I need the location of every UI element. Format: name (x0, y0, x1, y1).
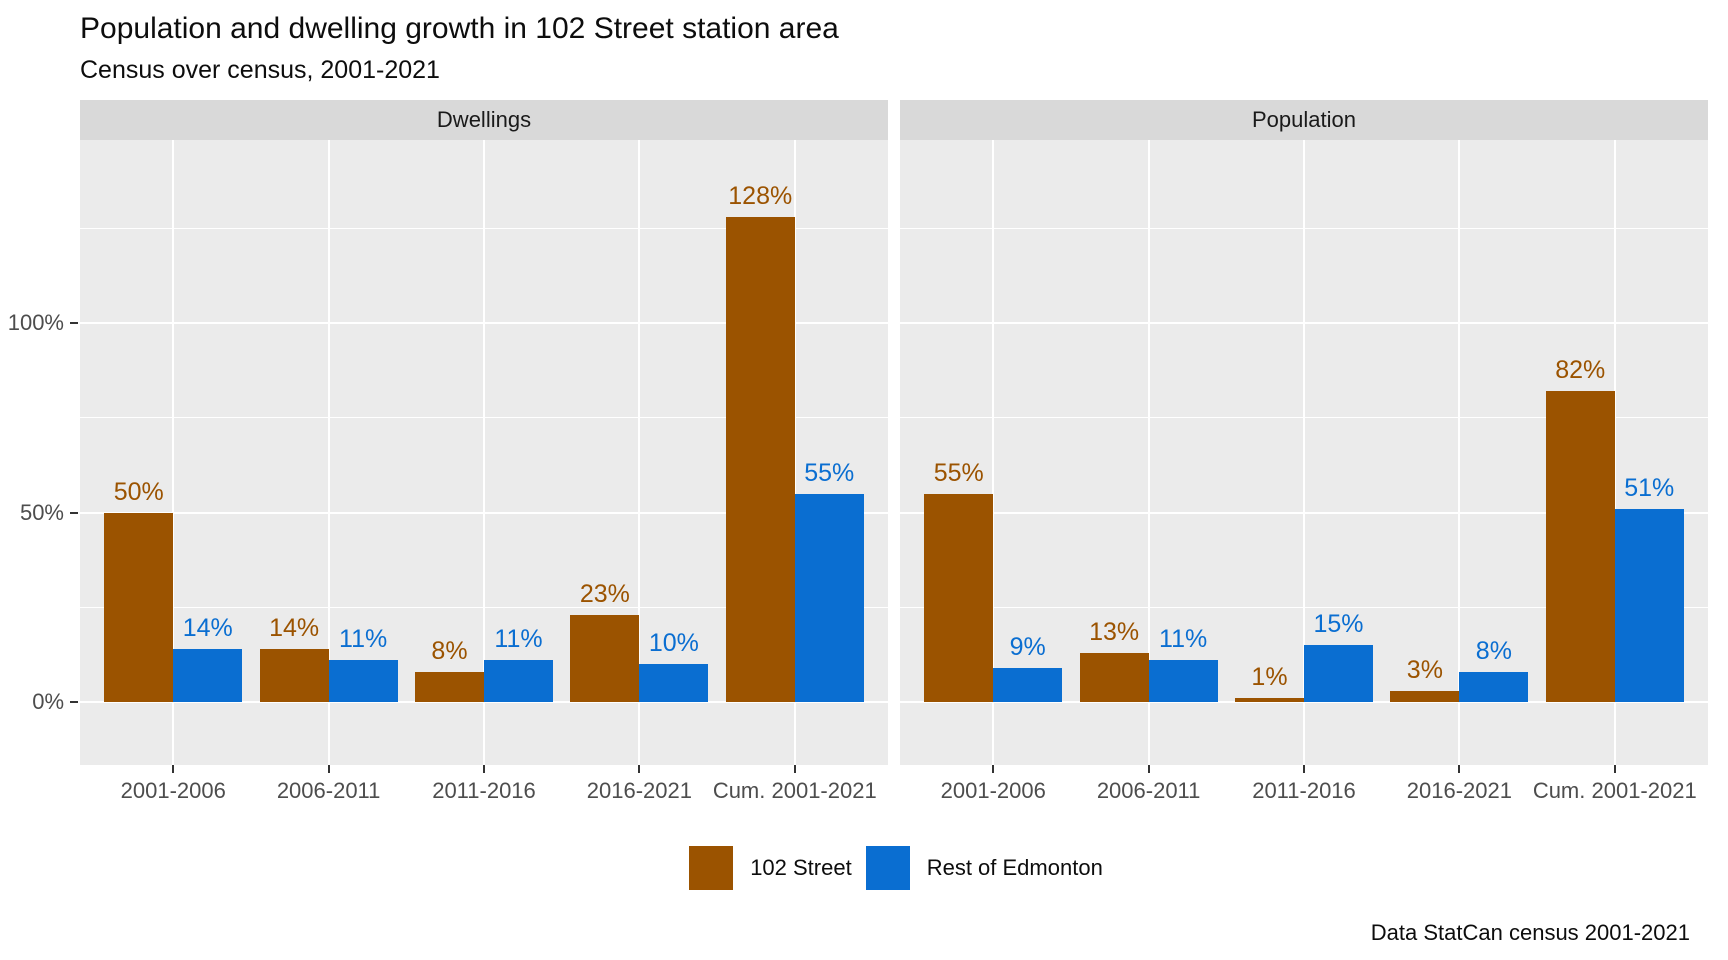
bar-value-label: 11% (339, 625, 388, 654)
x-tick-mark (638, 765, 641, 773)
gridline-vertical (793, 140, 796, 765)
bar-102-street (1079, 652, 1149, 702)
facet-dwellings: Dwellings 50% 14% 8% 23% 128% 14% 11% 11% 10% 55%… (80, 100, 888, 820)
bar-value-label: 9% (1009, 632, 1046, 661)
facet-strip-dwellings: Dwellings (80, 100, 888, 140)
y-axis-tick-label: 100% (7, 310, 64, 335)
bar-value-label: 23% (579, 579, 630, 608)
bar-102-street (725, 216, 795, 702)
legend-swatch-102-street (689, 846, 734, 890)
bar-102-street (1390, 690, 1460, 702)
x-tick-mark (1458, 765, 1461, 773)
x-tick-mark (992, 765, 995, 773)
bar-rest-of-edmonton (1148, 660, 1218, 702)
x-tick-label: 2006-2011 (1096, 778, 1201, 803)
gridline-vertical (1147, 140, 1150, 765)
bar-value-label: 1% (1251, 663, 1288, 692)
x-tick-label: Cum. 2001-2021 (712, 778, 877, 803)
x-axis-dwellings: 2001-2006 2006-2011 2011-2016 2016-2021 Cum.… (80, 765, 888, 815)
legend-item-rest-of-edmonton: Rest of Edmonton (865, 846, 1103, 890)
bar-value-label: 8% (1475, 636, 1512, 665)
y-axis-tick-mark (70, 511, 78, 514)
legend-swatch-rest-of-edmonton (865, 846, 910, 890)
bar-value-label: 8% (431, 636, 468, 665)
x-tick-mark (172, 765, 175, 773)
bar-rest-of-edmonton (639, 664, 709, 702)
bar-value-label: 55% (933, 458, 984, 487)
x-tick-mark (327, 765, 330, 773)
bar-value-label: 15% (1313, 610, 1364, 639)
plot-panel-population: 55% 13% 1% 3% 82% 9% 11% 15% 8% 51% (900, 140, 1708, 765)
facet-strip-label: Population (1252, 107, 1356, 132)
y-axis: 0% 50% 100% (0, 0, 80, 960)
y-axis-tick-label: 0% (32, 689, 64, 714)
bar-value-label: 11% (1159, 625, 1208, 654)
x-tick-mark (1613, 765, 1616, 773)
x-tick-mark (1303, 765, 1305, 773)
bar-102-street (570, 614, 640, 702)
bar-value-label: 50% (113, 477, 164, 506)
facet-strip-population: Population (900, 100, 1708, 140)
x-tick-label: 2001-2006 (120, 778, 226, 803)
gridline-vertical (172, 140, 175, 765)
x-tick-label: 2006-2011 (276, 778, 381, 803)
x-axis-population: 2001-2006 2006-2011 2011-2016 2016-2021 Cum.… (900, 765, 1708, 815)
x-tick-label: 2016-2021 (586, 778, 692, 803)
bar-value-label: 14% (269, 613, 320, 642)
legend-label: 102 Street (750, 855, 852, 880)
facet-strip-label: Dwellings (436, 107, 532, 132)
gridline-vertical (992, 140, 995, 765)
x-tick-mark (483, 765, 485, 773)
bar-value-label: 55% (804, 458, 855, 487)
x-tick-label: Cum. 2001-2021 (1532, 778, 1697, 803)
bar-value-label: 51% (1624, 473, 1675, 502)
bar-102-street (924, 493, 994, 702)
x-tick-label: 2011-2016 (432, 778, 536, 803)
gridline-vertical (1303, 140, 1305, 765)
bar-rest-of-edmonton (1614, 508, 1684, 702)
bar-rest-of-edmonton (1459, 671, 1529, 702)
bar-rest-of-edmonton (328, 660, 398, 702)
y-axis-tick-mark (70, 701, 78, 703)
facet-population: Population 55% 13% 1% 3% 82% 9% 11% 15% 8% 51% 20… (900, 100, 1708, 820)
bar-rest-of-edmonton (993, 667, 1063, 702)
plot-panel-dwellings: 50% 14% 8% 23% 128% 14% 11% 11% 10% 55% (80, 140, 888, 765)
bar-value-label: 11% (494, 625, 543, 654)
x-tick-mark (793, 765, 796, 773)
bar-value-label: 82% (1555, 356, 1606, 385)
bar-value-label: 128% (728, 181, 793, 210)
bar-rest-of-edmonton (484, 660, 553, 702)
chart-subtitle: Census over census, 2001-2021 (80, 56, 440, 84)
x-tick-label: 2016-2021 (1406, 778, 1512, 803)
x-tick-label: 2001-2006 (940, 778, 1046, 803)
bar-value-label: 13% (1089, 617, 1140, 646)
chart-title: Population and dwelling growth in 102 St… (80, 12, 839, 45)
legend-label: Rest of Edmonton (926, 855, 1103, 880)
y-axis-tick-label: 50% (19, 499, 64, 525)
gridline-vertical (638, 140, 641, 765)
bar-102-street (259, 648, 329, 702)
chart-caption: Data StatCan census 2001-2021 (1370, 920, 1690, 945)
bar-102-street (1545, 391, 1615, 702)
y-axis-tick-mark (70, 322, 78, 324)
gridline-vertical (1613, 140, 1616, 765)
bar-rest-of-edmonton (794, 493, 864, 702)
legend-item-102-street: 102 Street (689, 846, 852, 890)
bar-102-street (1235, 698, 1304, 702)
x-tick-mark (1147, 765, 1150, 773)
x-tick-label: 2011-2016 (1252, 778, 1356, 803)
bar-value-label: 3% (1406, 655, 1443, 684)
bar-rest-of-edmonton (173, 648, 243, 702)
bar-value-label: 10% (648, 629, 699, 658)
bar-102-street (415, 671, 484, 702)
gridline-vertical (327, 140, 330, 765)
gridline-vertical (1458, 140, 1461, 765)
bar-value-label: 14% (182, 613, 233, 642)
gridline-vertical (483, 140, 485, 765)
legend: 102 Street Rest of Edmonton (80, 840, 1712, 896)
bar-rest-of-edmonton (1304, 645, 1373, 702)
bar-102-street (104, 512, 174, 702)
